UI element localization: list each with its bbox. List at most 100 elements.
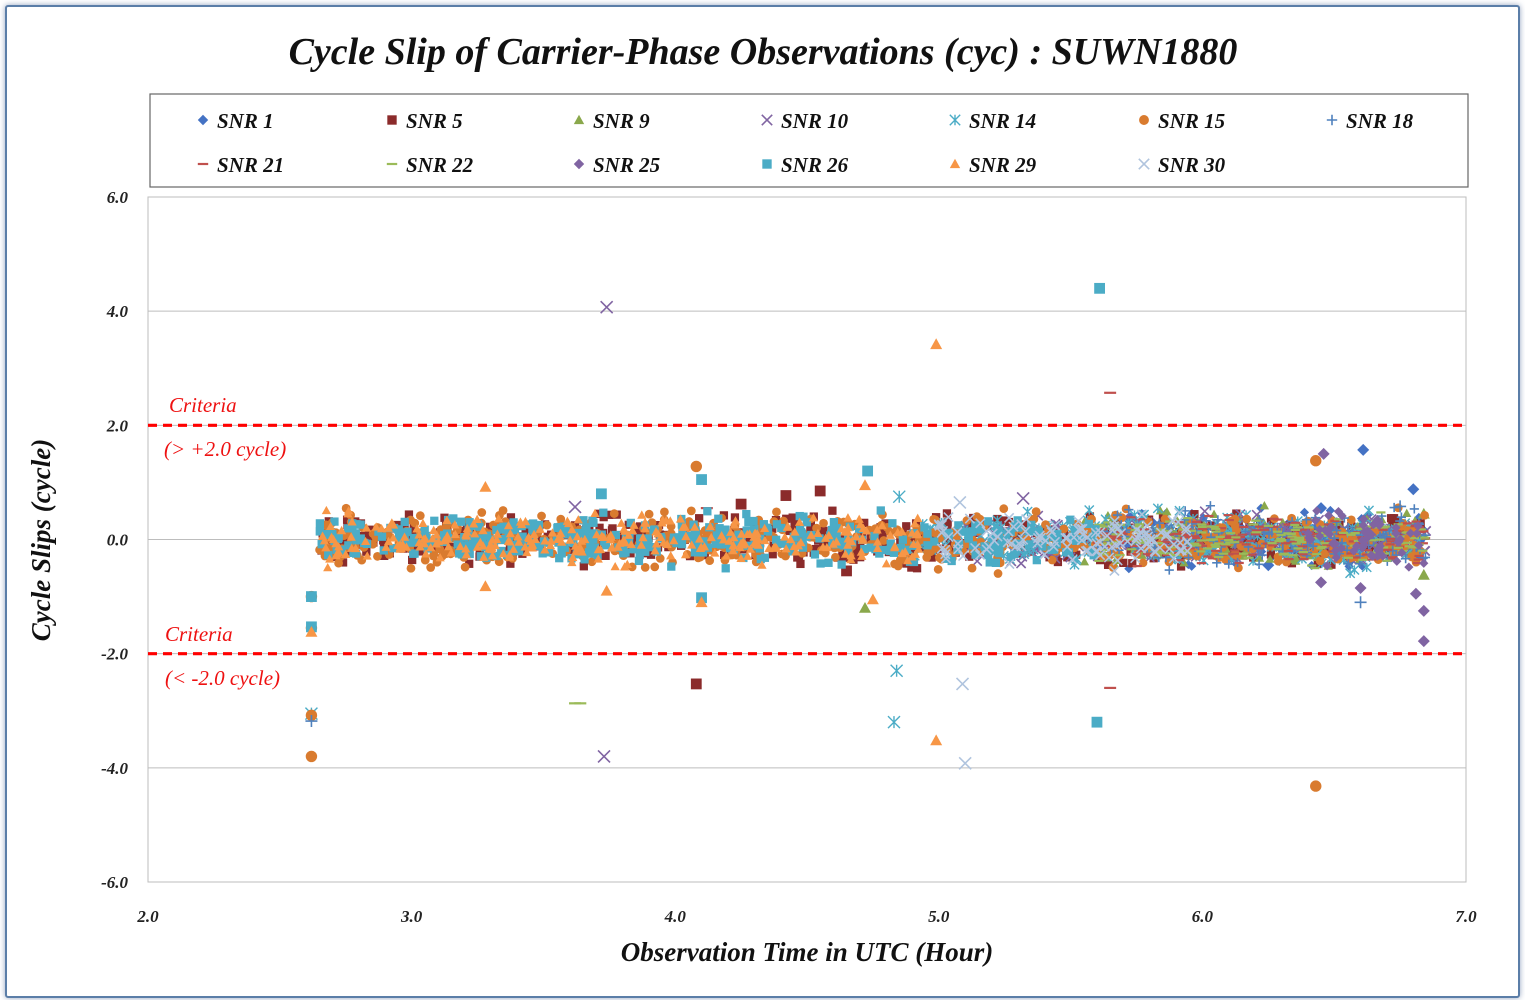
data-point [862,465,874,477]
data-point [1079,557,1090,566]
data-point [1101,530,1113,542]
data-point [414,530,424,539]
data-point [843,546,853,556]
data-point [454,549,464,558]
data-point [590,543,600,552]
data-point [843,513,853,522]
data-point [721,564,730,573]
data-point [401,542,412,551]
data-point [611,530,621,540]
data-point [361,523,372,532]
data-point [735,498,747,510]
data-point [1135,543,1147,554]
data-point [1142,520,1153,531]
data-point [571,547,581,556]
data-point [1154,518,1165,528]
data-point [684,531,694,541]
data-point [557,549,566,558]
data-point [1242,514,1252,524]
data-point [802,532,811,541]
data-point [712,531,721,540]
data-point [736,553,746,563]
data-point [907,552,917,561]
data-point [1047,555,1057,565]
data-point [492,525,501,535]
data-point [417,547,426,556]
data-point [347,517,357,526]
data-point [660,507,669,517]
data-point [461,531,472,540]
data-point [1322,561,1332,571]
legend-item: SNR 29 [949,153,1037,177]
legend-marker [1139,115,1149,125]
legend-item: SNR 14 [949,109,1036,133]
data-point [317,531,328,540]
data-point [936,527,947,539]
data-point [498,534,507,544]
data-point [789,532,798,542]
data-point [326,527,336,537]
data-point [981,526,992,537]
data-point [1393,537,1403,547]
data-point [1119,558,1128,568]
data-point [616,518,626,527]
data-point [450,529,460,539]
y-axis-title: Cycle Slips (cycle) [26,439,56,641]
data-point [858,535,868,544]
data-point [879,545,888,555]
data-point [482,531,492,540]
data-point [857,551,867,560]
data-point [1391,523,1401,533]
data-point [567,524,577,534]
data-point [343,509,353,518]
chart-title: Cycle Slip of Carrier-Phase Observations… [289,31,1238,73]
data-point [1254,553,1265,562]
data-point [1310,780,1322,792]
data-point [1405,528,1416,538]
y-tick-label: 2.0 [106,416,129,435]
legend-box [149,93,1469,188]
data-point [985,545,995,554]
data-point [423,544,432,553]
data-point [443,541,454,551]
data-point [984,517,993,526]
data-point [1330,539,1341,549]
data-point [933,519,945,530]
data-point [465,549,474,559]
data-point [1130,552,1141,564]
data-point [955,677,970,691]
y-tick-label: 0.0 [107,531,129,550]
data-point [1349,546,1359,556]
data-point [331,551,341,560]
data-point [615,538,625,547]
legend-marker [762,159,772,169]
data-point [1109,565,1120,577]
data-point [433,534,442,544]
data-point [634,556,644,566]
data-point [1075,523,1087,535]
data-point [819,526,828,535]
data-point [678,528,687,537]
data-point [1136,509,1147,520]
data-point [831,552,840,562]
data-point [360,536,371,545]
data-point [750,525,759,534]
data-point [854,514,864,523]
data-point [590,508,600,518]
data-point [1032,538,1043,549]
data-point [326,521,336,531]
legend-item: SNR 18 [1326,109,1414,133]
data-point [408,538,418,547]
data-point [866,593,879,605]
legend-label: SNR 1 [217,109,274,133]
data-point [419,534,429,543]
data-point [629,539,638,548]
data-point [1060,532,1071,544]
data-point [952,526,963,538]
data-point [1073,516,1084,527]
data-point [858,523,869,533]
data-point [535,541,544,550]
data-point [528,526,537,535]
data-point [662,539,672,549]
data-point [686,506,696,516]
